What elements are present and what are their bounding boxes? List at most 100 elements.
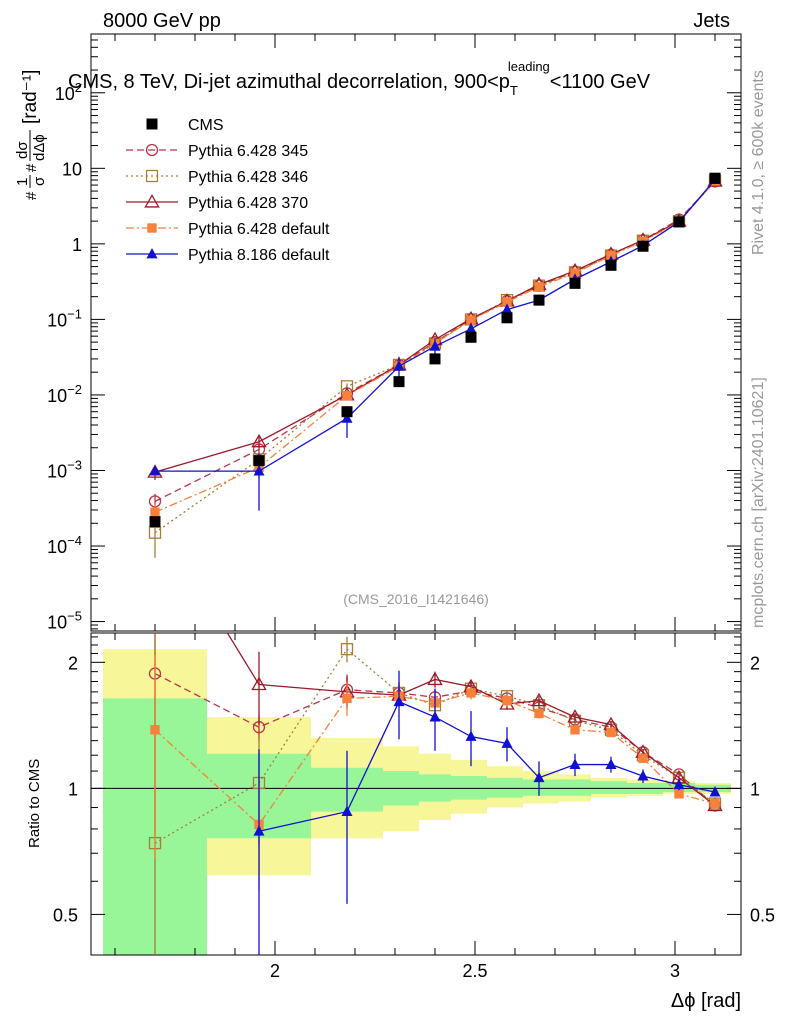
x-axis-label: Δϕ [rad]	[671, 990, 741, 1012]
cms-data-point	[429, 353, 441, 365]
legend-marker	[146, 118, 158, 130]
ratio-line	[258, 700, 716, 832]
ratio-point	[429, 711, 441, 722]
ratio-point	[638, 753, 648, 763]
chart-title-sup: leading	[508, 59, 550, 74]
ratio-point	[341, 805, 353, 817]
chart-title: CMS, 8 TeV, Di-jet azimuthal decorrelati…	[68, 59, 651, 98]
y-tick-label: 10−5	[47, 609, 82, 633]
y-tick-exponent: 2	[75, 80, 82, 95]
main-plot-frame	[90, 33, 742, 632]
legend-marker	[146, 247, 158, 259]
y-tick-base: 10	[47, 613, 67, 633]
ratio-point	[465, 730, 477, 741]
legend-label: Pythia 8.186 default	[188, 247, 330, 264]
band-inner-bin	[487, 777, 523, 798]
y-tick-label: 10−1	[47, 306, 82, 330]
ratio-point	[342, 693, 352, 704]
cms-data-point	[605, 259, 617, 271]
data-point	[501, 303, 513, 314]
ratio-series-p8def	[253, 670, 721, 955]
cms-data-point	[393, 376, 405, 388]
legend-label: Pythia 6.428 345	[188, 143, 308, 160]
ratio-point	[710, 798, 720, 809]
data-point	[149, 465, 161, 476]
y-tick-base: 10	[55, 84, 75, 104]
legend-label: Pythia 6.428 370	[188, 195, 308, 212]
ratio-point	[709, 785, 721, 797]
band-inner-bin	[559, 779, 591, 796]
ratio-y-tick-label-right: 0.5	[750, 905, 775, 925]
ratio-point	[534, 708, 544, 719]
legend-item-p346: Pythia 6.428 346	[126, 169, 308, 186]
cms-data-point	[709, 172, 721, 184]
y-tick-base: 10	[47, 310, 67, 330]
y-tick-exponent: −1	[67, 306, 82, 321]
ratio-point	[253, 825, 265, 836]
ratio-y-tick-label-left: 0.5	[53, 905, 78, 925]
data-point	[148, 526, 162, 539]
mcplots-label: mcplots.cern.ch [arXiv:2401.10621]	[750, 377, 767, 628]
analysis-id-label: (CMS_2016_I1421646)	[343, 591, 489, 607]
ratio-point	[150, 725, 160, 735]
ylabel-one: 1	[14, 178, 31, 186]
y-tick-label: 102	[55, 80, 82, 104]
ratio-point	[673, 778, 685, 790]
ratio-point	[605, 758, 617, 769]
y-tick-label: 10−4	[47, 533, 82, 557]
legend-label: Pythia 6.428 346	[188, 169, 308, 186]
legend-item-p370: Pythia 6.428 370	[126, 194, 308, 212]
legend-label: CMS	[188, 117, 224, 134]
ratio-point	[569, 758, 581, 769]
main-y-axis-label: # 1 σ # dσ dΔϕ [rad⁻¹]	[14, 70, 48, 200]
cms-data-point	[341, 406, 353, 418]
ratio-point	[531, 692, 547, 707]
band-inner-bin	[591, 781, 627, 794]
x-tick-label: 2	[270, 961, 280, 981]
chart-title-main: CMS, 8 TeV, Di-jet azimuthal decorrelati…	[68, 71, 510, 93]
legend-marker	[147, 223, 157, 233]
ratio-point	[567, 709, 583, 723]
header-left-label: 8000 GeV pp	[103, 10, 221, 32]
ratio-y-tick-label-left: 1	[68, 779, 78, 799]
cms-data-point	[673, 216, 685, 228]
legend-item-p8def: Pythia 8.186 default	[126, 247, 330, 264]
ratio-point	[393, 695, 405, 707]
legend-item-p345: Pythia 6.428 345	[126, 143, 308, 160]
y-tick-label: 10−3	[47, 457, 82, 481]
ratio-point	[251, 676, 267, 691]
ratio-point	[674, 789, 684, 799]
y-tick-base: 10	[47, 461, 67, 481]
y-tick-label: 1	[72, 235, 82, 255]
data-point	[429, 340, 441, 351]
ratio-point	[637, 770, 649, 781]
cms-data-point	[637, 240, 649, 252]
y-tick-exponent: −2	[67, 382, 82, 397]
data-point	[466, 315, 476, 325]
y-tick-base: 1	[72, 235, 82, 255]
chart-title-sub: T	[510, 83, 518, 98]
axis-ticks	[91, 33, 741, 956]
x-tick-label: 3	[670, 961, 680, 981]
chart-title-tail: <1100 GeV	[550, 71, 651, 93]
ratio-y-tick-label-right: 2	[750, 653, 760, 673]
data-point	[341, 412, 353, 423]
data-point	[150, 507, 160, 517]
ratio-point	[533, 771, 545, 783]
rivet-version-label: Rivet 4.1.0, ≥ 600k events	[750, 70, 767, 255]
legend-item-cms: CMS	[146, 117, 224, 134]
ratio-y-tick-label-left: 2	[68, 653, 78, 673]
ratio-point	[502, 695, 512, 706]
header-right-label: Jets	[693, 10, 730, 32]
data-point	[465, 322, 477, 334]
data-point	[606, 250, 616, 261]
cms-data-point	[533, 294, 545, 306]
ratio-plot-frame	[90, 632, 742, 956]
ratio-point	[501, 737, 513, 748]
ratio-y-axis-label: Ratio to CMS	[26, 759, 43, 848]
cms-data-point	[569, 277, 581, 289]
data-point	[342, 390, 352, 401]
ylabel-units: [rad⁻¹]	[20, 70, 41, 124]
